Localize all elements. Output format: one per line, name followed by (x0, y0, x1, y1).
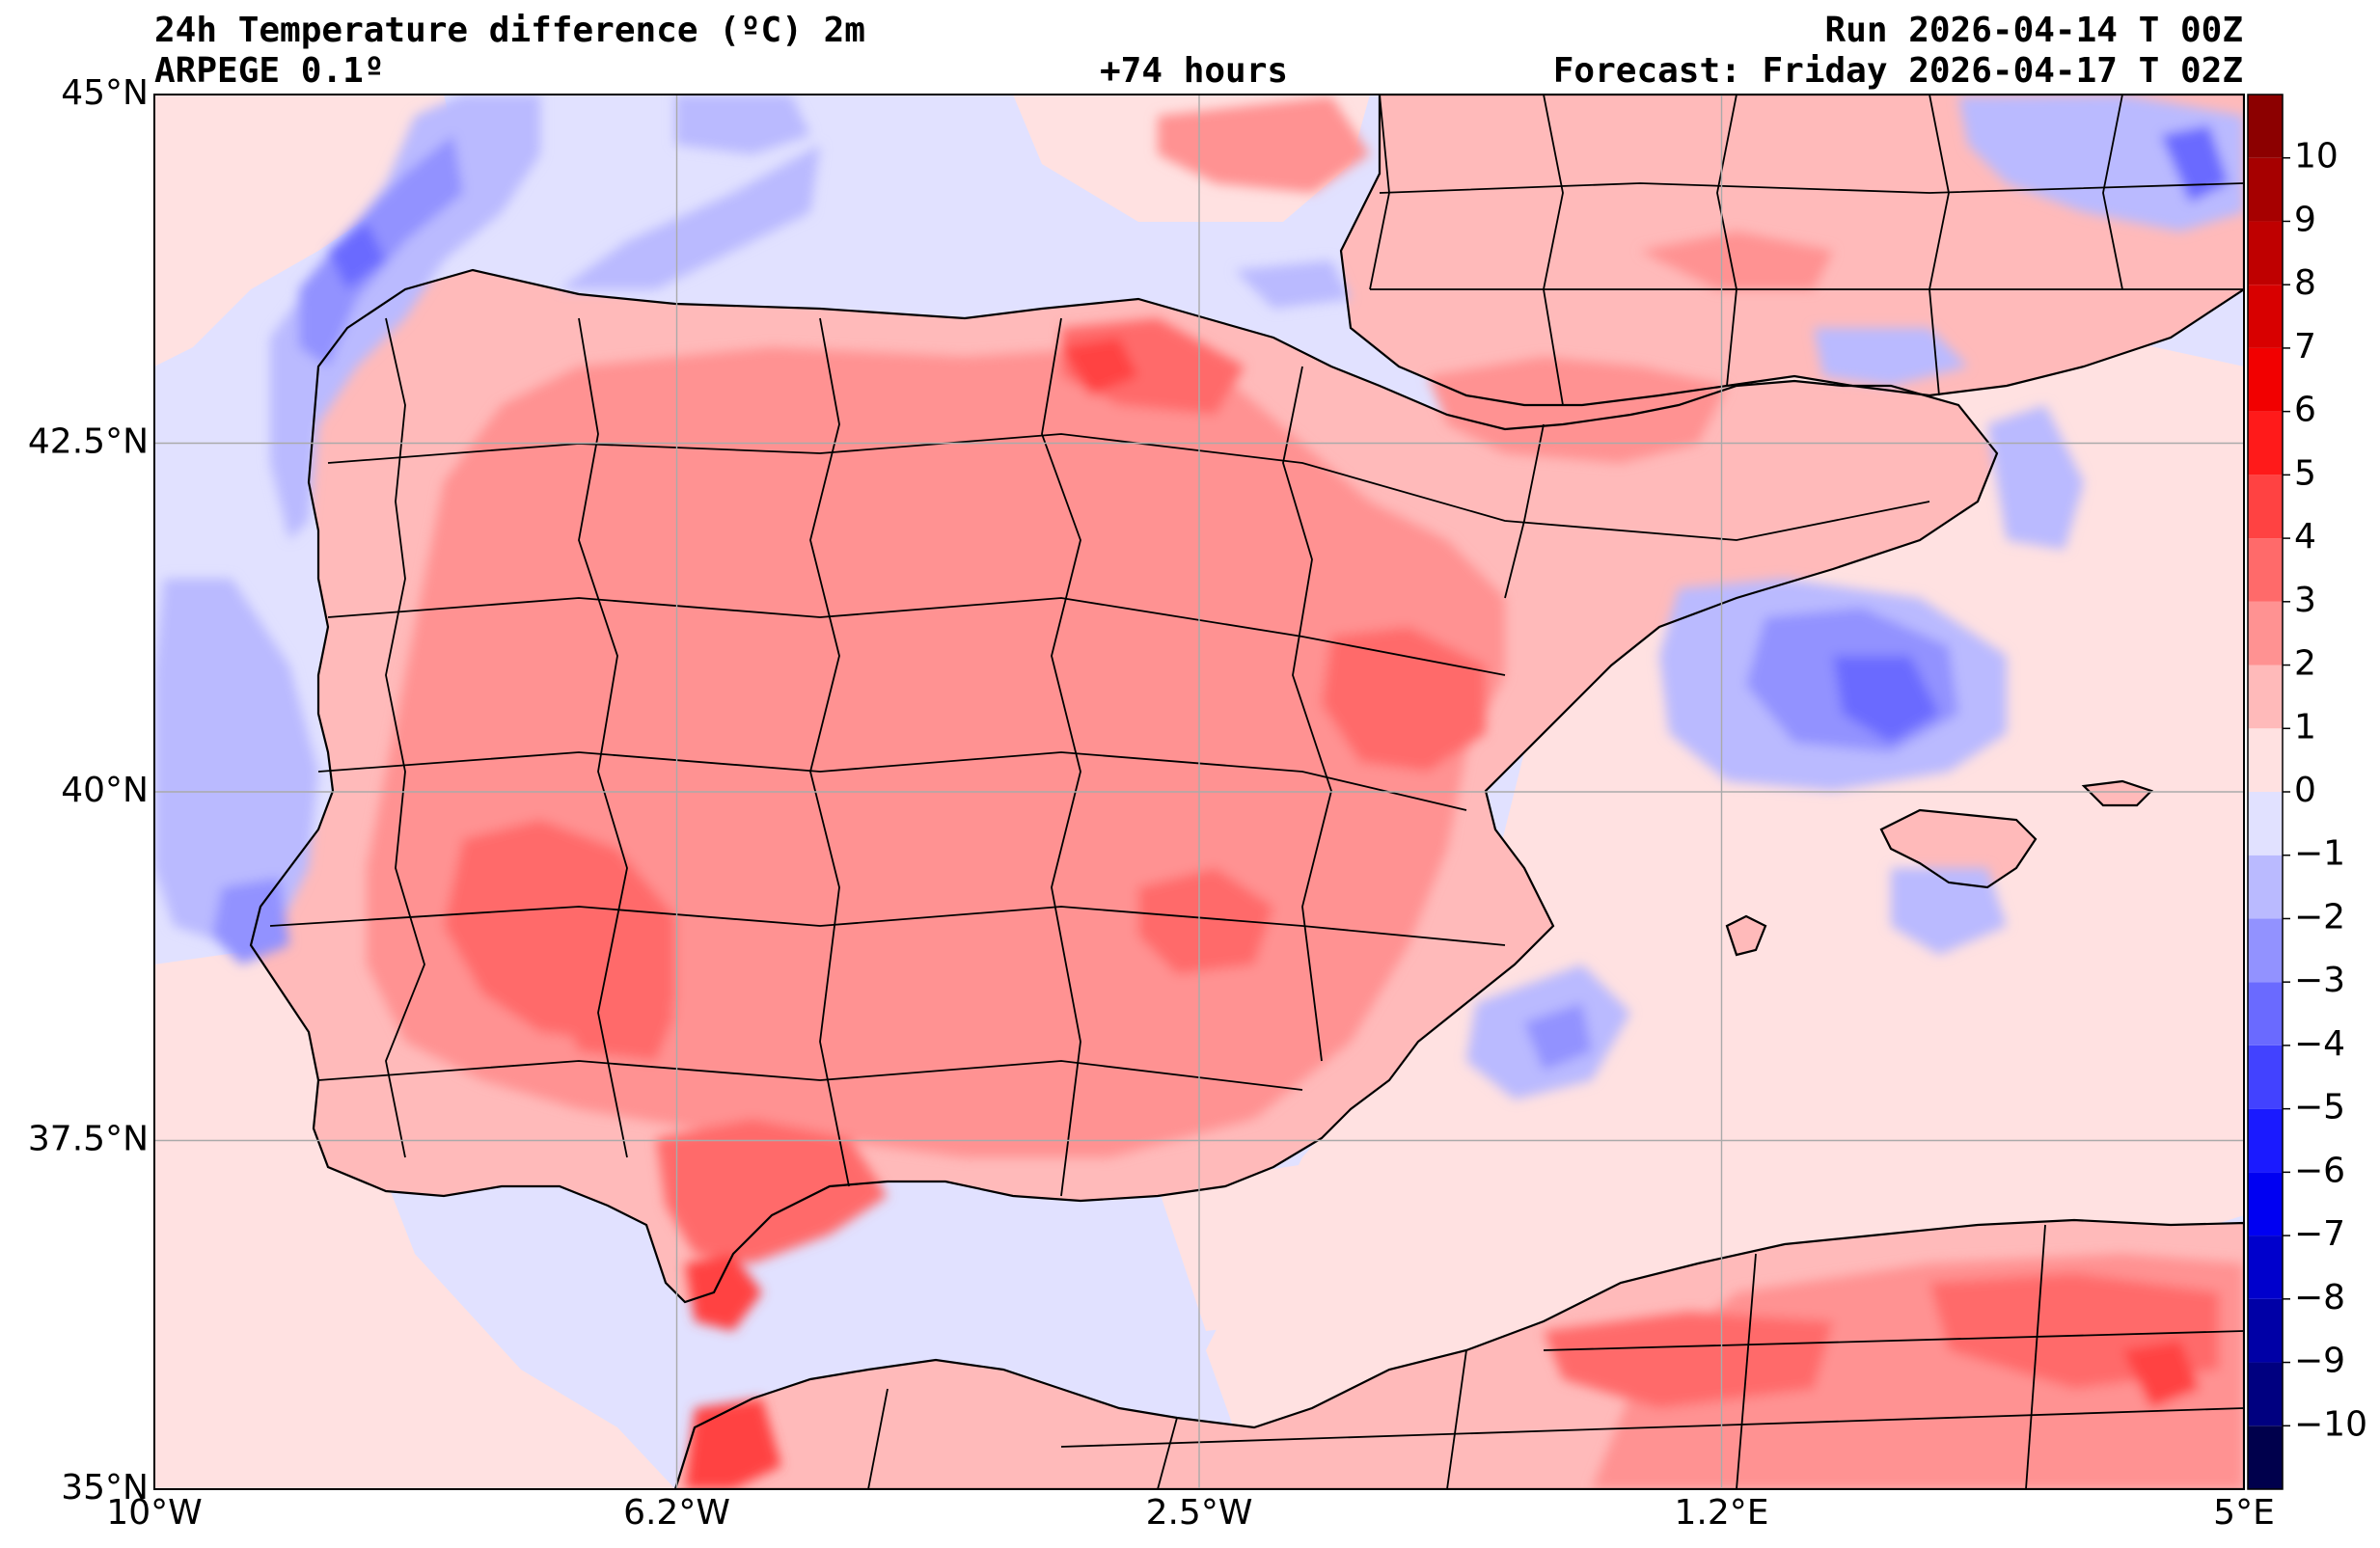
colorbar-segment (2248, 475, 2283, 539)
colorbar-tick-label: 6 (2294, 391, 2316, 430)
colorbar-segment (2248, 1298, 2283, 1363)
lon-tick-label: 5°E (2213, 1493, 2275, 1533)
colorbar-tick-label: −8 (2294, 1278, 2345, 1317)
colorbar (2247, 94, 2284, 1490)
colorbar-segment (2248, 1172, 2283, 1236)
lat-tick-label: 37.5°N (28, 1120, 149, 1159)
longitude-labels: 10°W 6.2°W 2.5°W 1.2°E 5°E (106, 1493, 2275, 1533)
colorbar-tick-label: −6 (2294, 1151, 2345, 1190)
forecast-time: Forecast: Friday 2026-04-17 T 02Z (1552, 51, 2243, 91)
latitude-labels: 45°N 42.5°N 40°N 37.5°N 35°N (28, 73, 149, 1507)
mallorca-island (1881, 810, 2036, 887)
colorbar-tick-label: 1 (2294, 707, 2316, 747)
colorbar-tick-label: 5 (2294, 453, 2316, 493)
colorbar-tick-label: −1 (2294, 834, 2345, 874)
model-label: ARPEGE 0.1º (154, 51, 385, 91)
colorbar-tick-label: −7 (2294, 1214, 2345, 1254)
colorbar-segment (2248, 1362, 2283, 1426)
colorbar-tick-label: −2 (2294, 897, 2345, 937)
colorbar-segment (2248, 347, 2283, 412)
colorbar-tick-label: −9 (2294, 1342, 2345, 1381)
colorbar-segment (2248, 918, 2283, 983)
lat-tick-label: 40°N (61, 771, 149, 810)
colorbar-tick-label: 10 (2294, 137, 2339, 177)
colorbar-segment (2248, 221, 2283, 285)
lat-tick-label: 35°N (61, 1468, 149, 1507)
colorbar-segment (2248, 411, 2283, 475)
lat-tick-label: 45°N (61, 73, 149, 113)
colorbar-tick-label: 0 (2294, 771, 2316, 810)
colorbar-segment (2248, 728, 2283, 792)
run-time: Run 2026-04-14 T 00Z (1824, 11, 2243, 50)
map-frame (153, 94, 2245, 1490)
colorbar-segment (2248, 601, 2283, 665)
colorbar-segment (2248, 538, 2283, 602)
colorbar-tick-label: 4 (2294, 517, 2316, 557)
lat-tick-label: 42.5°N (28, 422, 149, 462)
menorca-island (2084, 781, 2151, 805)
colorbar-segment (2248, 665, 2283, 729)
ibiza-island (1727, 916, 1765, 955)
colorbar-tick-label: −10 (2294, 1404, 2367, 1444)
lon-tick-label: 6.2°W (623, 1493, 730, 1533)
colorbar-segment (2248, 1045, 2283, 1109)
colorbar-segment (2248, 157, 2283, 222)
cold-anomaly-patches (154, 95, 2244, 1100)
map-title: 24h Temperature difference (ºC) 2m (154, 11, 865, 50)
lon-tick-label: 1.2°E (1675, 1493, 1769, 1533)
colorbar-segment (2248, 95, 2283, 158)
colorbar-tick-label: 9 (2294, 200, 2316, 239)
colorbar-tick-label: 2 (2294, 644, 2316, 684)
lead-time: +74 hours (1100, 51, 1289, 91)
warm-anomaly-patches (367, 96, 2244, 1489)
colorbar-tick-label: 7 (2294, 327, 2316, 367)
colorbar-tick-label: −5 (2294, 1088, 2345, 1127)
lon-tick-label: 2.5°W (1146, 1493, 1253, 1533)
colorbar-segment (2248, 285, 2283, 348)
colorbar-tick-label: 8 (2294, 263, 2316, 303)
colorbar-segment (2248, 1236, 2283, 1299)
gridlines (154, 95, 2244, 1489)
colorbar-tick-label: 3 (2294, 581, 2316, 620)
lon-tick-label: 10°W (106, 1493, 202, 1533)
colorbar-segment (2248, 982, 2283, 1046)
colorbar-segment (2248, 855, 2283, 919)
region-borders (269, 95, 2244, 1489)
colorbar-segment (2248, 792, 2283, 855)
colorbar-segment (2248, 1108, 2283, 1173)
colorbar-tick-label: −3 (2294, 961, 2345, 1000)
map-plot-area (154, 95, 2244, 1489)
colorbar-tick-label: −4 (2294, 1024, 2345, 1064)
colorbar-segment (2248, 1426, 2283, 1489)
